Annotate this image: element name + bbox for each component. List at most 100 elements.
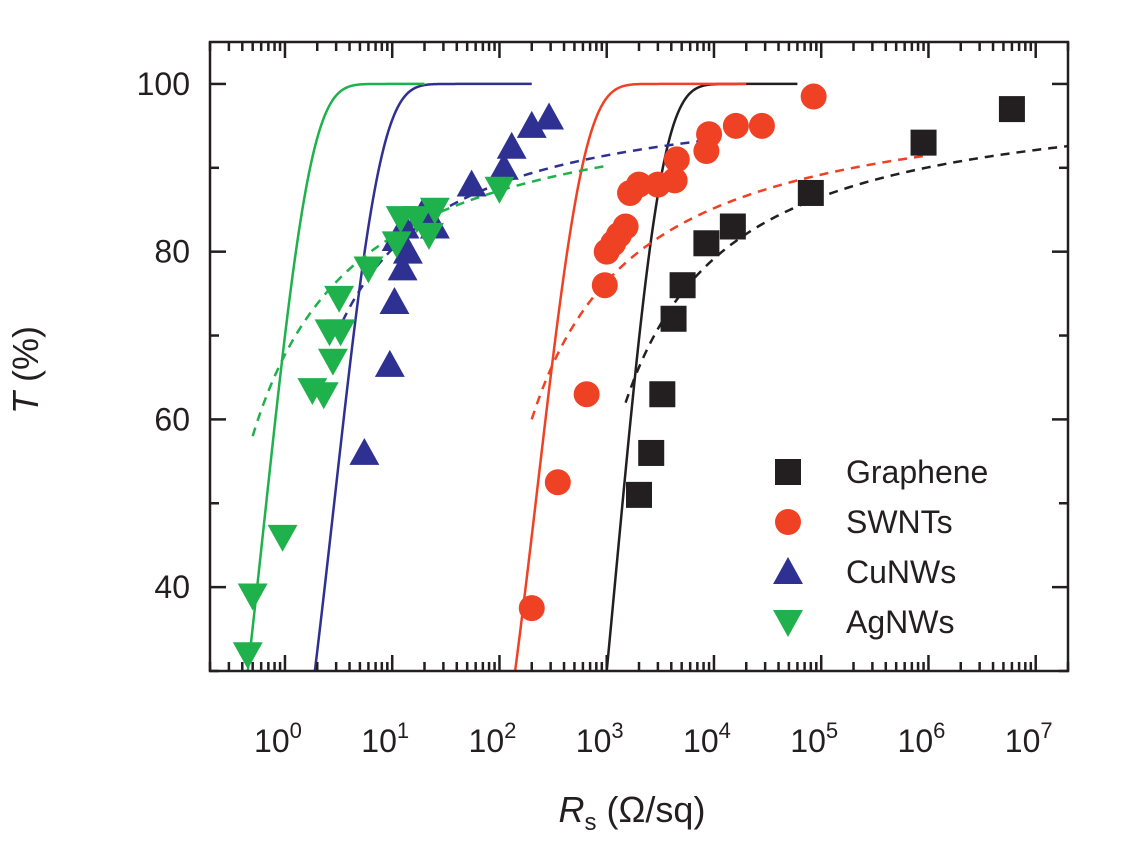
point-agnws	[401, 206, 432, 234]
point-cunws	[379, 287, 410, 314]
y-axis-title-main: T	[5, 389, 46, 414]
x-tick-label-exponent: 6	[933, 718, 945, 743]
legend-label-cunws: CuNWs	[846, 554, 956, 590]
fit-line-solid	[605, 82, 798, 671]
x-tick-label-base: 10	[898, 723, 934, 759]
x-tick-label: 106	[898, 718, 946, 759]
x-tick-label-base: 10	[790, 723, 826, 759]
x-tick-label: 100	[254, 718, 302, 759]
point-swnts	[663, 146, 690, 173]
point-graphene	[626, 481, 652, 508]
x-tick-labels: 100 101 102 103 104 105 106 107	[254, 718, 1053, 759]
legend-label-swnts: SWNTs	[846, 504, 953, 540]
point-agnws	[324, 285, 355, 313]
x-tick-label-exponent: 7	[1040, 718, 1052, 743]
x-tick-label: 103	[576, 718, 624, 759]
x-tick-label-exponent: 4	[719, 718, 731, 743]
x-tick-label: 104	[683, 718, 731, 759]
x-tick-label: 101	[361, 718, 409, 759]
axis-ticks	[208, 42, 1070, 673]
fit-line-dashed	[530, 154, 924, 420]
point-swnts	[696, 121, 723, 148]
point-agnws	[484, 176, 515, 204]
point-swnts	[800, 83, 827, 110]
point-cunws	[534, 102, 565, 130]
x-tick-label-base: 10	[361, 723, 397, 759]
x-axis-title-sub: s	[585, 809, 597, 836]
legend: Graphene SWNTs CuNWs AgNWs	[773, 454, 988, 640]
x-tick-label-base: 10	[576, 723, 612, 759]
point-cunws	[496, 131, 527, 159]
y-tick-label: 60	[154, 401, 190, 437]
y-tick-labels: 40 60 80 100	[137, 66, 190, 605]
point-cunws	[488, 152, 519, 180]
point-agnws	[419, 197, 450, 225]
x-axis-title-unit: (Ω/sq)	[597, 789, 706, 830]
fit-line-solid	[313, 82, 532, 671]
point-cunws	[374, 349, 405, 377]
fit-line-solid	[513, 82, 747, 671]
y-tick-label: 100	[137, 66, 190, 102]
x-tick-label-exponent: 0	[290, 718, 302, 743]
legend-marker-graphene	[775, 459, 801, 485]
point-swnts	[626, 171, 652, 198]
point-graphene	[693, 230, 720, 257]
point-cunws	[349, 437, 380, 465]
legend-marker-swnts	[775, 509, 801, 535]
x-tick-label-base: 10	[254, 723, 290, 759]
data-markers	[232, 83, 1025, 670]
point-agnws	[413, 222, 444, 250]
legend-marker-cunws	[773, 557, 803, 584]
point-agnws	[237, 583, 268, 611]
point-agnws	[317, 348, 348, 376]
x-axis-title: Rs (Ω/sq)	[559, 789, 706, 836]
point-graphene	[669, 272, 696, 299]
point-graphene	[638, 439, 665, 466]
point-swnts	[661, 167, 688, 194]
point-agnws	[267, 524, 298, 552]
y-tick-label: 80	[154, 234, 190, 270]
x-tick-label-base: 10	[469, 723, 505, 759]
fit-line-dashed	[624, 144, 1068, 404]
x-tick-label-exponent: 5	[826, 718, 838, 743]
x-tick-label-exponent: 2	[504, 718, 516, 743]
point-graphene	[910, 129, 937, 156]
point-agnws	[325, 319, 356, 347]
legend-label-graphene: Graphene	[846, 454, 988, 490]
y-tick-label: 40	[154, 569, 190, 605]
legend-marker-agnws	[773, 610, 803, 637]
point-graphene	[719, 213, 746, 240]
point-cunws	[516, 110, 547, 138]
x-tick-label: 105	[790, 718, 838, 759]
point-cunws	[456, 169, 487, 197]
point-swnts	[748, 112, 775, 139]
x-tick-label-exponent: 3	[611, 718, 623, 743]
x-tick-label: 102	[469, 718, 517, 759]
point-graphene	[998, 96, 1025, 123]
x-axis-title-main: R	[559, 789, 585, 830]
point-cunws	[387, 253, 418, 281]
point-graphene	[649, 381, 676, 408]
point-graphene	[797, 179, 824, 206]
y-axis-title: T (%)	[5, 326, 46, 414]
x-tick-label-base: 10	[1005, 723, 1041, 759]
x-tick-label-base: 10	[683, 723, 719, 759]
x-tick-label-exponent: 1	[397, 718, 409, 743]
point-swnts	[518, 595, 545, 622]
x-tick-label: 107	[1005, 718, 1053, 759]
y-axis-title-unit: (%)	[5, 326, 46, 392]
point-swnts	[722, 112, 749, 139]
point-agnws	[353, 256, 384, 284]
point-graphene	[660, 305, 687, 332]
point-swnts	[612, 213, 639, 240]
point-swnts	[591, 272, 618, 299]
point-agnws	[308, 382, 339, 410]
legend-label-agnws: AgNWs	[846, 604, 954, 640]
point-swnts	[544, 469, 571, 496]
fit-line-solid	[246, 82, 425, 671]
point-agnws	[232, 642, 263, 670]
point-swnts	[573, 381, 600, 408]
point-agnws	[381, 231, 412, 259]
